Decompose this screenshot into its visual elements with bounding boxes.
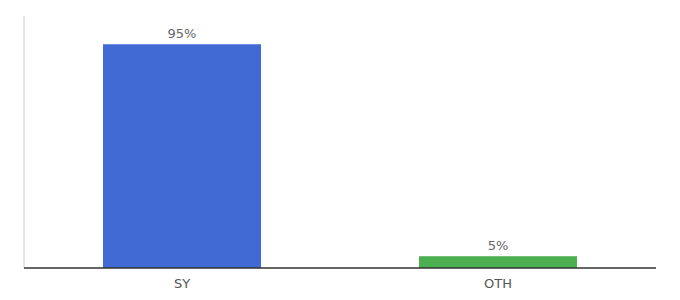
bar xyxy=(103,44,261,268)
value-axis-line xyxy=(24,16,25,268)
data-label: 5% xyxy=(488,238,509,253)
chart: 95% 5% SY OTH xyxy=(0,0,680,300)
bar xyxy=(419,256,577,268)
x-axis-line xyxy=(24,267,656,269)
bars xyxy=(103,44,577,268)
x-tick-label: SY xyxy=(174,276,190,291)
x-tick-label: OTH xyxy=(484,276,512,291)
data-label: 95% xyxy=(168,26,197,41)
